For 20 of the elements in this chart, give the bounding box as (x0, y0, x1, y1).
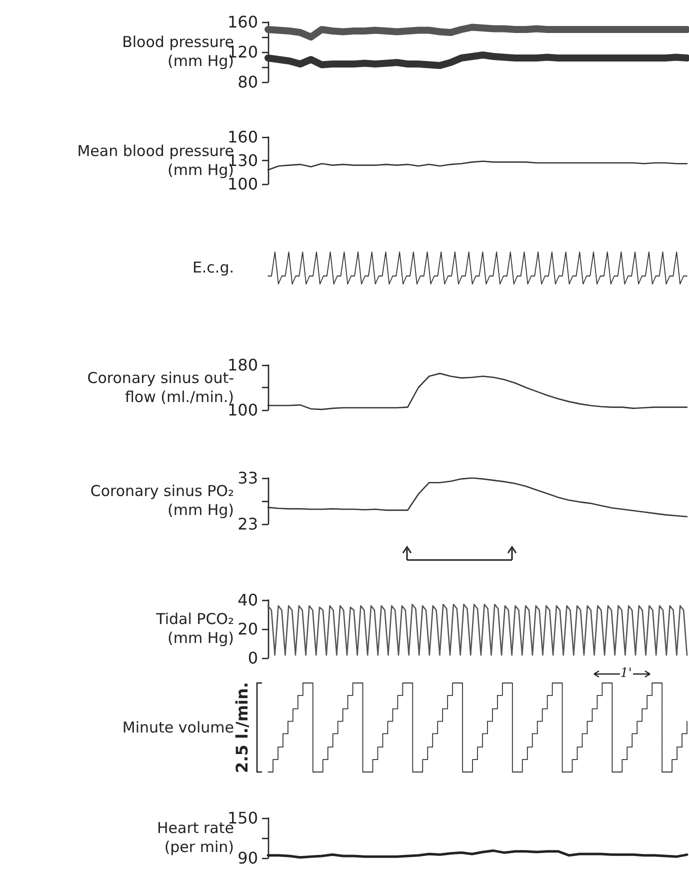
y-tick-label: 40 (238, 590, 258, 610)
y-axis-title: Tidal PCO₂ (mm Hg) (156, 610, 234, 648)
line-series (267, 477, 688, 518)
text: 1' (620, 666, 632, 681)
y-tick-label: 23 (238, 514, 258, 534)
y-tick-label: 180 (227, 356, 258, 374)
y-tick-label: 90 (238, 848, 258, 868)
y-axis-title: E.c.g. (192, 258, 234, 278)
y-tick-label: 20 (238, 620, 258, 638)
y-tick-label: 80 (238, 72, 258, 92)
y-axis-title: Minute volume (122, 718, 234, 737)
line-series (267, 160, 688, 171)
line-series (267, 372, 688, 410)
y-tick-label: 0 (248, 648, 258, 668)
y-axis-title: Coronary sinus PO₂ (mm Hg) (90, 482, 234, 520)
y-tick-label: 33 (238, 468, 258, 488)
line-series (267, 604, 688, 656)
text: 2.5 l./min. (232, 682, 252, 773)
y-tick-label: 160 (227, 128, 258, 146)
y-tick-label: 160 (227, 12, 258, 32)
